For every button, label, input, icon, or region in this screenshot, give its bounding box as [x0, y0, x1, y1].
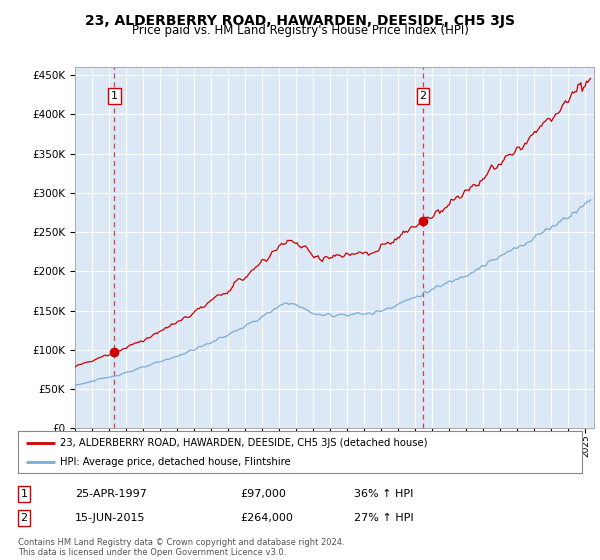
- Text: £97,000: £97,000: [240, 489, 286, 499]
- Text: HPI: Average price, detached house, Flintshire: HPI: Average price, detached house, Flin…: [60, 457, 291, 467]
- Text: 36% ↑ HPI: 36% ↑ HPI: [354, 489, 413, 499]
- Text: 23, ALDERBERRY ROAD, HAWARDEN, DEESIDE, CH5 3JS: 23, ALDERBERRY ROAD, HAWARDEN, DEESIDE, …: [85, 14, 515, 28]
- Text: 1: 1: [111, 91, 118, 101]
- Text: 23, ALDERBERRY ROAD, HAWARDEN, DEESIDE, CH5 3JS (detached house): 23, ALDERBERRY ROAD, HAWARDEN, DEESIDE, …: [60, 437, 428, 447]
- Text: 25-APR-1997: 25-APR-1997: [75, 489, 147, 499]
- Text: 1: 1: [20, 489, 28, 499]
- Text: £264,000: £264,000: [240, 513, 293, 523]
- Text: 15-JUN-2015: 15-JUN-2015: [75, 513, 146, 523]
- Text: 2: 2: [20, 513, 28, 523]
- Text: 27% ↑ HPI: 27% ↑ HPI: [354, 513, 413, 523]
- Text: Price paid vs. HM Land Registry's House Price Index (HPI): Price paid vs. HM Land Registry's House …: [131, 24, 469, 37]
- Text: 2: 2: [419, 91, 427, 101]
- Text: Contains HM Land Registry data © Crown copyright and database right 2024.
This d: Contains HM Land Registry data © Crown c…: [18, 538, 344, 557]
